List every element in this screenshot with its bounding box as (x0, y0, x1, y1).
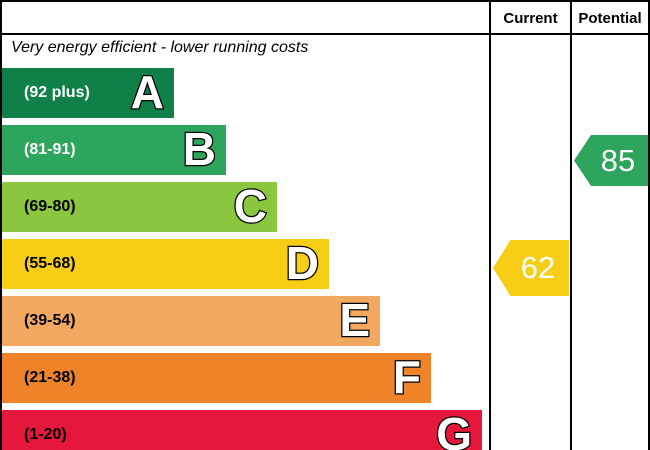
band-grade-letter: B (182, 123, 218, 175)
potential-column-header: Potential (578, 10, 642, 27)
band-grade-letter: D (285, 237, 321, 289)
band-row: (39-54) E (2, 294, 380, 346)
current-column-divider (489, 2, 491, 450)
potential-column-divider (570, 2, 572, 450)
band-range-label: (69-80) (24, 198, 76, 215)
band-grade-letter: C (233, 180, 269, 232)
band-range-label: (92 plus) (24, 84, 90, 101)
band-grade-letter: A (130, 66, 166, 118)
current-rating-value: 62 (520, 250, 556, 285)
band-grade-letter: F (392, 351, 423, 403)
band-grade-letter: E (338, 294, 371, 346)
current-rating-marker: 62 (493, 240, 569, 296)
potential-rating-marker: 85 (574, 135, 648, 186)
band-row: (69-80) C (2, 180, 277, 232)
potential-rating-value: 85 (600, 142, 636, 178)
band-row: (21-38) F (2, 351, 431, 403)
band-row: (1-20) G (2, 408, 482, 450)
band-row: (81-91) B (2, 123, 226, 175)
band-range-label: (21-38) (24, 369, 76, 386)
band-range-label: (55-68) (24, 255, 76, 272)
band-range-label: (81-91) (24, 141, 76, 158)
efficiency-caption-top: Very energy efficient - lower running co… (11, 39, 309, 56)
band-row: (92 plus) A (2, 66, 174, 118)
band-range-label: (39-54) (24, 312, 76, 329)
band-range-label: (1-20) (24, 426, 67, 443)
header-divider-line (2, 33, 648, 35)
band-grade-letter: G (435, 408, 473, 450)
band-row: (55-68) D (2, 237, 329, 289)
current-column-header: Current (503, 10, 558, 27)
